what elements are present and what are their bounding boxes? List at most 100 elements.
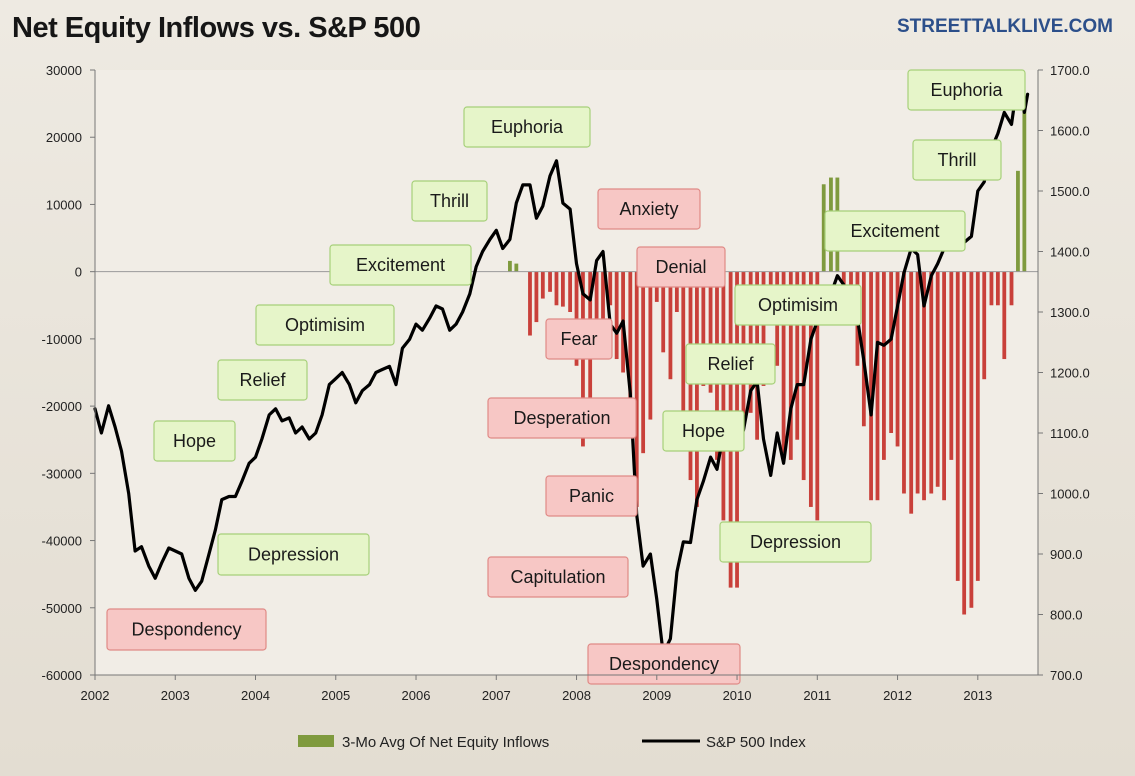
phase-label-text: Relief bbox=[239, 370, 286, 390]
phase-label-despondency: Despondency bbox=[587, 643, 741, 685]
phase-label-capitulation: Capitulation bbox=[487, 556, 629, 598]
x-tick-label: 2010 bbox=[723, 688, 752, 703]
phase-label-text: Excitement bbox=[850, 221, 939, 241]
phase-label-text: Depression bbox=[248, 545, 339, 565]
phase-label-box bbox=[824, 210, 966, 252]
inflow-bar bbox=[514, 263, 519, 272]
x-tick-label: 2011 bbox=[803, 688, 831, 703]
inflow-bar bbox=[594, 271, 599, 353]
phase-label-hope: Hope bbox=[153, 420, 236, 462]
y-left-tick-label: 10000 bbox=[46, 197, 82, 212]
inflow-bar bbox=[748, 271, 753, 413]
phase-label-box bbox=[329, 244, 472, 286]
x-tick-label: 2005 bbox=[321, 688, 350, 703]
phase-label-text: Thrill bbox=[430, 191, 469, 211]
phase-label-hope: Hope bbox=[662, 410, 745, 452]
inflow-bar bbox=[841, 271, 846, 286]
inflow-bar bbox=[628, 271, 633, 420]
inflow-bar bbox=[695, 271, 699, 507]
phase-label-anxiety: Anxiety bbox=[597, 188, 701, 230]
inflow-bar bbox=[929, 271, 934, 494]
inflow-bar bbox=[668, 271, 673, 380]
inflow-bar bbox=[875, 271, 880, 501]
phase-label-box bbox=[685, 343, 776, 385]
y-left-tick-label: -50000 bbox=[42, 601, 82, 616]
y-left-tick-label: 0 bbox=[75, 265, 82, 280]
phase-label-box bbox=[106, 608, 267, 651]
phase-label-depression: Depression bbox=[217, 533, 370, 576]
inflow-bar bbox=[989, 271, 994, 306]
y-left-tick-label: -10000 bbox=[42, 332, 82, 347]
inflow-bar bbox=[922, 271, 926, 501]
y-right-tick-label: 1100.0 bbox=[1050, 426, 1089, 441]
phase-label-text: Optimisim bbox=[758, 295, 838, 315]
phase-label-euphoria: Euphoria bbox=[907, 69, 1026, 111]
legend: 3-Mo Avg Of Net Equity Inflows S&P 500 I… bbox=[298, 734, 806, 751]
phase-label-depression: Depression bbox=[719, 521, 872, 563]
x-tick-label: 2009 bbox=[642, 688, 671, 703]
inflow-bar bbox=[701, 271, 706, 386]
inflow-bar bbox=[975, 271, 980, 581]
phase-label-box bbox=[587, 643, 741, 685]
phase-label-box bbox=[597, 188, 701, 230]
inflow-bar bbox=[935, 271, 940, 487]
phase-label-box bbox=[153, 420, 236, 462]
phase-label-excitement: Excitement bbox=[824, 210, 966, 252]
inflow-bar bbox=[869, 271, 873, 501]
y-right-tick-label: 1600.0 bbox=[1050, 124, 1090, 139]
y-right-tick-label: 1000.0 bbox=[1050, 487, 1090, 502]
inflow-bar bbox=[708, 271, 713, 393]
inflow-bar bbox=[889, 271, 894, 433]
phase-label-excitement: Excitement bbox=[329, 244, 472, 286]
inflow-bar bbox=[1016, 170, 1020, 272]
phase-label-text: Despondency bbox=[131, 620, 241, 640]
phase-label-box bbox=[545, 318, 613, 360]
phase-label-text: Hope bbox=[173, 431, 216, 451]
phase-label-denial: Denial bbox=[636, 246, 726, 288]
phase-label-text: Depression bbox=[750, 532, 841, 552]
phase-label-text: Relief bbox=[707, 354, 754, 374]
inflow-bar bbox=[781, 271, 786, 454]
inflow-bar bbox=[955, 271, 960, 581]
phase-label-box bbox=[463, 106, 591, 148]
inflow-bar bbox=[508, 260, 512, 272]
phase-label-box bbox=[636, 246, 726, 288]
inflow-bar bbox=[661, 271, 666, 353]
inflow-bar bbox=[560, 271, 565, 307]
inflow-bar bbox=[995, 271, 1000, 306]
sp500-line-group bbox=[93, 77, 1030, 656]
phase-label-box bbox=[411, 180, 488, 222]
phase-label-optimisim: Optimisim bbox=[255, 304, 395, 346]
inflow-bar bbox=[788, 271, 793, 460]
inflow-bar bbox=[528, 271, 532, 336]
phase-label-box bbox=[907, 69, 1026, 111]
inflow-bar bbox=[902, 271, 906, 494]
y-right-tick-label: 1200.0 bbox=[1050, 366, 1090, 381]
phase-label-text: Panic bbox=[569, 486, 614, 506]
y-left-tick-label: 20000 bbox=[46, 130, 82, 145]
phase-label-box bbox=[545, 475, 638, 517]
phase-label-text: Despondency bbox=[609, 654, 719, 674]
phase-label-box bbox=[912, 139, 1002, 181]
inflow-bar bbox=[634, 271, 639, 507]
inflow-bar bbox=[821, 184, 826, 272]
chart-title: Net Equity Inflows vs. S&P 500 bbox=[12, 12, 421, 44]
inflow-bar bbox=[982, 271, 987, 380]
phase-label-box bbox=[255, 304, 395, 346]
x-tick-label: 2012 bbox=[883, 688, 912, 703]
phase-label-text: Anxiety bbox=[619, 199, 678, 219]
axes: 2002 2003 2004 2005 2006 2007 2008 2009 2010 2011… bbox=[42, 63, 1090, 703]
inflow-bar bbox=[1022, 103, 1027, 272]
x-tick-label: 2003 bbox=[161, 688, 190, 703]
phase-label-box bbox=[487, 556, 629, 598]
phase-label-thrill: Thrill bbox=[912, 139, 1002, 181]
inflow-bar bbox=[949, 271, 954, 460]
inflow-bar bbox=[861, 271, 866, 427]
y-left-tick-label: -60000 bbox=[42, 668, 82, 683]
phase-label-fear: Fear bbox=[545, 318, 613, 360]
inflow-bar bbox=[554, 271, 559, 306]
phase-label-text: Denial bbox=[655, 257, 706, 277]
inflow-bar bbox=[568, 271, 573, 312]
inflow-bar bbox=[608, 271, 613, 306]
